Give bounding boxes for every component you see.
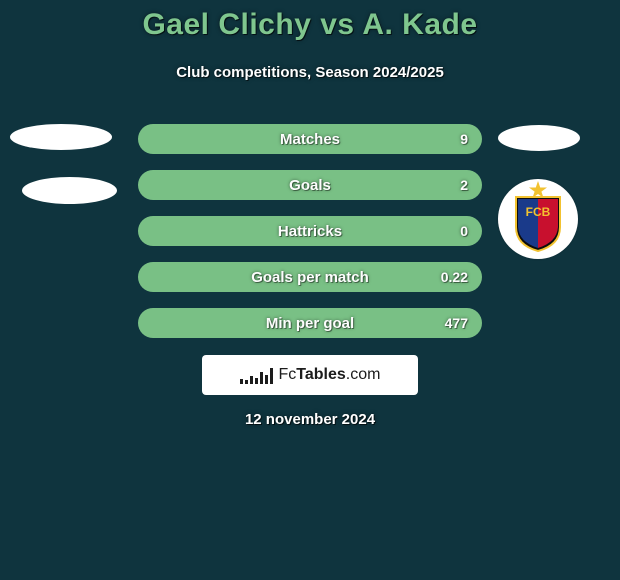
logo-text: FcTables.com [279,366,381,384]
title-player2: A. Kade [362,8,477,41]
stat-value-right: 0 [460,223,468,239]
svg-text:FCB: FCB [526,205,551,219]
date-label: 12 november 2024 [0,411,620,428]
stat-value-right: 9 [460,131,468,147]
stat-value-right: 0.22 [441,269,468,285]
bar-chart-icon [240,366,273,384]
logo-suffix: .com [346,366,381,383]
player1-club-placeholder [22,177,117,204]
page-title: Gael Clichy vs A. Kade [0,8,620,42]
stat-row: Matches 9 [138,124,482,154]
player2-club-badge: FCB [498,179,578,259]
stat-label: Min per goal [266,315,354,332]
player1-avatar-placeholder [10,124,112,150]
logo-bold: Tables [296,366,346,383]
title-vs: vs [320,8,354,41]
comparison-infographic: Gael Clichy vs A. Kade Club competitions… [0,0,620,580]
stat-row: Hattricks 0 [138,216,482,246]
stat-label: Goals per match [251,269,369,286]
stat-row: Goals per match 0.22 [138,262,482,292]
player2-avatar-placeholder [498,125,580,151]
title-player1: Gael Clichy [142,8,311,41]
stat-row: Min per goal 477 [138,308,482,338]
stats-rows: Matches 9 Goals 2 Hattricks 0 Goals per match 0… [138,124,482,354]
logo-prefix: Fc [279,366,297,383]
stat-label: Goals [289,177,331,194]
stat-row: Goals 2 [138,170,482,200]
stat-value-right: 2 [460,177,468,193]
fc-basel-crest-icon: FCB [498,179,578,259]
stat-label: Matches [280,131,340,148]
fctables-logo: FcTables.com [202,355,418,395]
stat-label: Hattricks [278,223,342,240]
subtitle: Club competitions, Season 2024/2025 [0,64,620,81]
stat-value-right: 477 [445,315,468,331]
